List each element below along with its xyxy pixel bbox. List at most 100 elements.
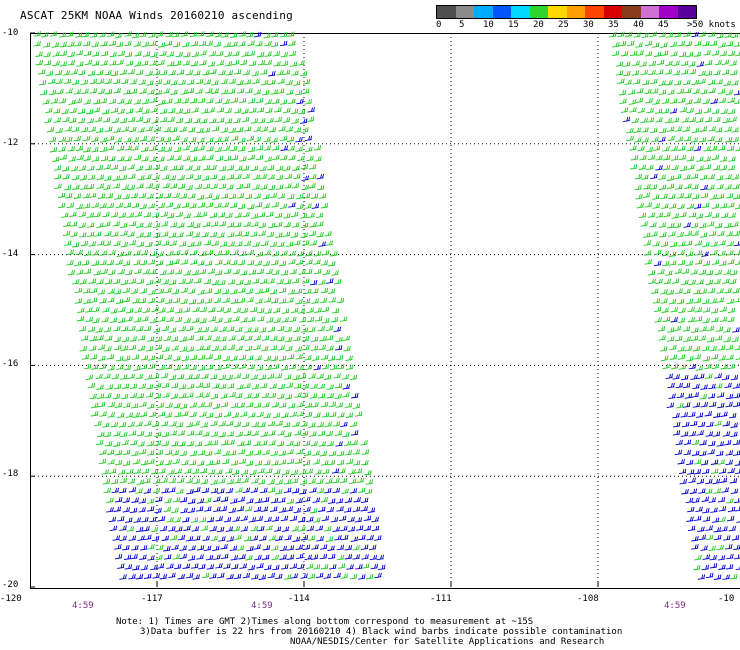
wind-barb <box>183 155 191 161</box>
wind-barb <box>161 240 170 246</box>
wind-barb <box>102 211 110 218</box>
wind-barb <box>288 40 296 46</box>
wind-barb <box>358 574 366 580</box>
wind-barb <box>131 497 139 503</box>
wind-barb <box>48 89 57 96</box>
wind-barb <box>153 126 162 132</box>
wind-barb <box>99 146 108 153</box>
wind-barb <box>207 61 216 67</box>
wind-barb <box>209 212 218 218</box>
wind-barb <box>206 98 214 104</box>
wind-barb <box>144 420 152 427</box>
wind-barb <box>658 80 666 86</box>
wind-barb <box>658 222 667 228</box>
wind-barb <box>619 98 627 105</box>
wind-barb <box>618 89 627 96</box>
wind-barb <box>628 99 637 105</box>
wind-barb <box>99 98 108 104</box>
wind-barb <box>158 411 166 417</box>
wind-barb <box>209 68 217 75</box>
wind-barb <box>76 269 84 275</box>
wind-barb <box>43 51 51 58</box>
wind-barb <box>711 517 720 523</box>
wind-barb <box>69 107 77 114</box>
wind-barb <box>635 97 644 104</box>
wind-barb <box>714 534 722 541</box>
wind-barb <box>710 353 719 360</box>
wind-barb <box>122 507 131 513</box>
wind-barb <box>734 345 740 351</box>
wind-barb <box>196 78 204 85</box>
wind-barb <box>192 317 200 323</box>
wind-barb <box>83 288 91 294</box>
wind-barb <box>78 211 87 218</box>
wind-barb <box>266 317 274 323</box>
wind-barb <box>140 364 148 370</box>
wind-barb <box>125 412 134 418</box>
wind-barb <box>668 298 677 305</box>
wind-barb <box>686 203 695 209</box>
wind-barb <box>264 308 272 314</box>
wind-barb <box>75 50 84 56</box>
wind-barb <box>727 50 736 57</box>
wind-barb <box>308 373 316 379</box>
wind-barb <box>177 183 186 189</box>
wind-barb <box>146 440 155 447</box>
wind-barb <box>105 126 113 132</box>
wind-barb <box>224 118 233 124</box>
wind-barb <box>122 544 130 551</box>
wind-barb <box>197 260 205 266</box>
wind-barb <box>718 250 726 257</box>
wind-barb <box>289 563 298 569</box>
wind-barb <box>654 249 662 255</box>
wind-barb <box>157 515 166 522</box>
wind-barb <box>711 154 720 161</box>
wind-barb <box>157 202 166 209</box>
wind-barb <box>231 249 239 256</box>
wind-barb <box>684 40 693 47</box>
wind-barb <box>710 468 719 474</box>
wind-barb <box>53 117 62 123</box>
wind-barb <box>91 146 99 153</box>
wind-barb <box>250 231 258 237</box>
wind-barb <box>615 70 624 76</box>
wind-barb <box>681 60 689 67</box>
wind-barb <box>708 401 717 408</box>
wind-barb <box>281 412 289 418</box>
wind-barb <box>693 97 702 104</box>
wind-barb <box>724 174 732 180</box>
wind-barb <box>294 346 303 352</box>
wind-barb <box>347 516 355 523</box>
wind-barb <box>89 354 98 360</box>
wind-barb <box>106 497 114 503</box>
wind-barb <box>213 554 221 560</box>
wind-barb <box>230 563 239 570</box>
wind-barb <box>290 307 299 314</box>
wind-barb <box>219 506 228 512</box>
wind-barb <box>343 440 352 447</box>
wind-barb <box>172 32 180 38</box>
wind-barb <box>716 32 724 39</box>
wind-barb <box>170 80 178 86</box>
wind-barb <box>276 325 285 332</box>
map-plot-area[interactable] <box>30 33 740 589</box>
wind-barb <box>199 50 207 56</box>
wind-barb <box>343 345 351 352</box>
wind-barb <box>200 108 209 114</box>
wind-barb <box>145 241 153 248</box>
wind-barb <box>269 506 278 512</box>
wind-barb <box>240 515 248 522</box>
wind-barb <box>323 573 332 579</box>
wind-barb <box>58 98 67 104</box>
wind-barb <box>216 526 225 533</box>
wind-barb <box>238 41 246 47</box>
wind-barb <box>306 307 315 314</box>
wind-barb <box>355 525 364 531</box>
wind-barb <box>721 487 729 493</box>
wind-barb <box>51 42 60 48</box>
wind-barb <box>626 135 634 142</box>
wind-barb <box>205 450 213 457</box>
wind-barb <box>241 477 249 483</box>
wind-barb <box>685 51 694 58</box>
wind-barb <box>231 469 240 475</box>
